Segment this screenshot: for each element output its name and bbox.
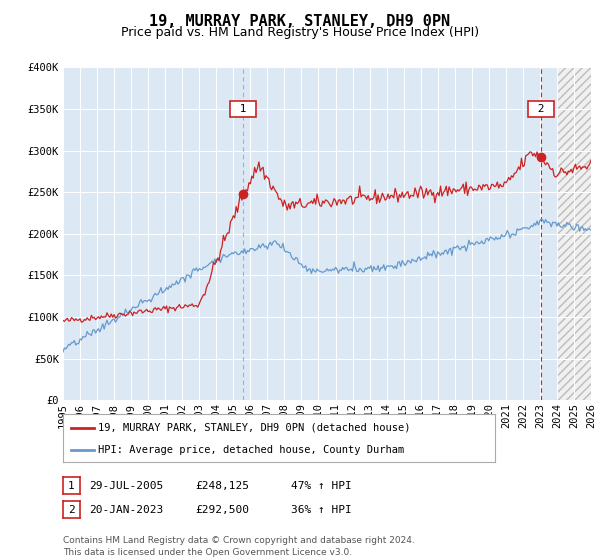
Text: £292,500: £292,500 [195,505,249,515]
Text: 20-JAN-2023: 20-JAN-2023 [89,505,163,515]
Text: 29-JUL-2005: 29-JUL-2005 [89,480,163,491]
Text: 19, MURRAY PARK, STANLEY, DH9 0PN: 19, MURRAY PARK, STANLEY, DH9 0PN [149,14,451,29]
Text: £248,125: £248,125 [195,480,249,491]
Text: 2: 2 [68,505,75,515]
Text: This data is licensed under the Open Government Licence v3.0.: This data is licensed under the Open Gov… [63,548,352,557]
Text: 1: 1 [233,104,253,114]
Polygon shape [557,67,591,400]
Text: 47% ↑ HPI: 47% ↑ HPI [291,480,352,491]
Text: Price paid vs. HM Land Registry's House Price Index (HPI): Price paid vs. HM Land Registry's House … [121,26,479,39]
Text: 19, MURRAY PARK, STANLEY, DH9 0PN (detached house): 19, MURRAY PARK, STANLEY, DH9 0PN (detac… [98,423,411,433]
Text: HPI: Average price, detached house, County Durham: HPI: Average price, detached house, Coun… [98,445,404,455]
Polygon shape [557,67,591,400]
Text: 1: 1 [68,480,75,491]
Text: Contains HM Land Registry data © Crown copyright and database right 2024.: Contains HM Land Registry data © Crown c… [63,536,415,545]
Text: 2: 2 [530,104,551,114]
Text: 36% ↑ HPI: 36% ↑ HPI [291,505,352,515]
